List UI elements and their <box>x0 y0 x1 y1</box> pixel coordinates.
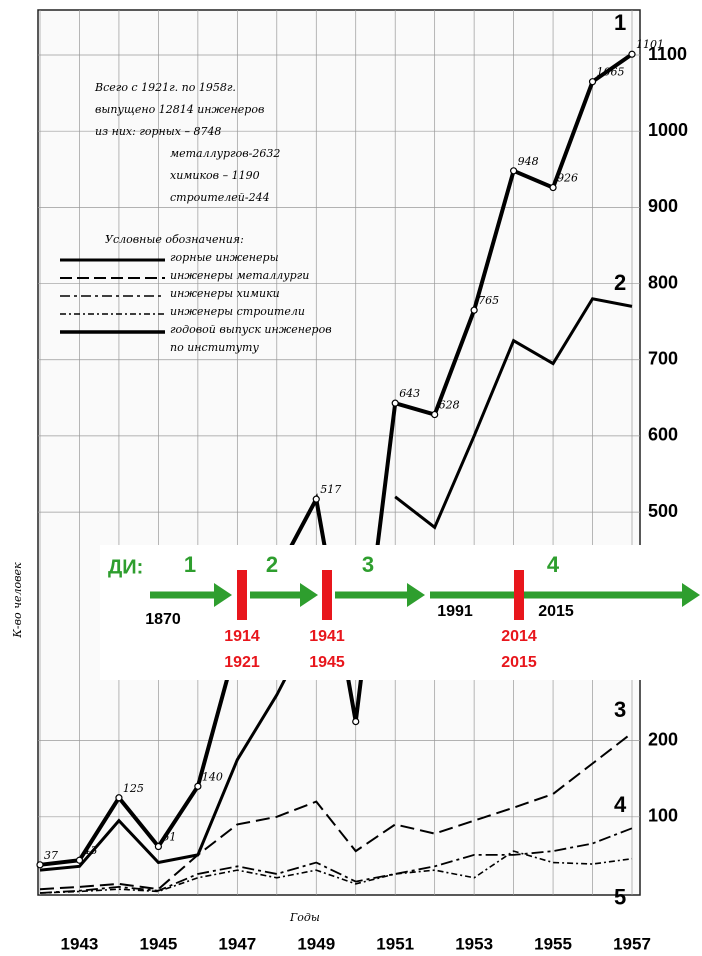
plot-frame <box>37 9 641 896</box>
point <box>154 842 162 851</box>
note-line: выпущено 12814 инженеров <box>95 103 264 116</box>
series-label: 4 <box>614 792 627 817</box>
data-label: 765 <box>478 294 499 307</box>
year-label: 1870 <box>145 611 181 628</box>
data-label: 628 <box>439 399 460 412</box>
point <box>509 167 518 175</box>
arrow-head <box>214 583 232 607</box>
x-tick-label: 1947 <box>218 934 256 953</box>
arrow-head <box>300 583 318 607</box>
y-tick-label: 1000 <box>648 120 688 140</box>
data-label: 926 <box>557 172 578 185</box>
break-year: 2015 <box>501 654 537 671</box>
period-label: 3 <box>362 552 374 577</box>
y-tick-label: 500 <box>648 501 678 521</box>
x-tick-label: 1955 <box>534 934 572 953</box>
point <box>115 794 123 802</box>
y-tick-label: 700 <box>648 348 678 368</box>
legend-title: Условные обозначения: <box>105 233 244 246</box>
data-label: 43 <box>82 844 97 857</box>
period-label: 1 <box>184 552 196 577</box>
x-axis-label: Годы <box>289 911 320 924</box>
series-line <box>39 850 633 894</box>
point <box>352 717 360 726</box>
point <box>470 306 478 314</box>
data-label: 517 <box>320 483 341 496</box>
break-bar <box>514 570 524 620</box>
x-tick-label: 1951 <box>376 934 414 953</box>
series-line <box>39 297 633 872</box>
point <box>588 78 597 86</box>
note-line: Всего с 1921г. по 1958г. <box>94 81 236 94</box>
series-label: 5 <box>614 885 626 910</box>
x-tick-label: 1945 <box>139 934 177 953</box>
legend-label: годовой выпуск инженеров <box>170 323 332 336</box>
series-line <box>39 827 633 894</box>
x-tick-label: 1953 <box>455 934 493 953</box>
legend-label: горные инженеры <box>170 251 279 264</box>
x-tick-label: 1957 <box>613 934 651 953</box>
note-line: химиков – 1190 <box>170 169 260 182</box>
period-label: 4 <box>547 552 560 577</box>
y-tick-label: 1100 <box>648 44 687 64</box>
overlay-panel <box>100 545 702 680</box>
data-label: 643 <box>399 387 420 400</box>
data-label: 37 <box>44 849 58 862</box>
data-label: 61 <box>162 831 176 844</box>
break-bar <box>237 570 247 620</box>
legend-label: инженеры металлурги <box>170 269 309 282</box>
series-label: 1 <box>614 10 626 35</box>
legend-label: инженеры химики <box>170 287 280 300</box>
y-tick-label: 800 <box>648 272 678 292</box>
data-label: 1101 <box>636 38 664 51</box>
y-tick-label: 200 <box>648 729 678 749</box>
point <box>391 399 399 407</box>
x-tick-label: 1943 <box>61 934 99 953</box>
year-label: 2015 <box>538 603 574 620</box>
break-year: 1945 <box>309 654 345 671</box>
y-axis-label: К-во человек <box>11 562 24 639</box>
legend-label: инженеры строители <box>170 305 305 318</box>
break-year: 1941 <box>309 628 345 645</box>
series-label: 2 <box>614 270 626 295</box>
point <box>549 183 557 192</box>
data-label: 140 <box>202 770 223 783</box>
y-tick-label: 900 <box>648 196 678 216</box>
y-tick-label: 600 <box>648 425 678 445</box>
period-label: 2 <box>266 552 278 577</box>
point <box>36 861 44 869</box>
data-label: 125 <box>123 782 144 795</box>
point <box>628 50 636 58</box>
arrow-head <box>682 583 700 607</box>
point <box>431 410 439 419</box>
overlay-label: ДИ: <box>108 556 143 578</box>
year-label: 1991 <box>437 603 473 620</box>
x-tick-label: 1949 <box>297 934 335 953</box>
break-year: 1921 <box>224 654 260 671</box>
break-year: 1914 <box>224 628 260 645</box>
break-bar <box>322 570 332 620</box>
y-tick-label: 100 <box>648 806 678 826</box>
data-label: 948 <box>518 155 539 168</box>
note-line: из них: горных – 8748 <box>95 125 221 138</box>
note-line: металлургов-2632 <box>170 147 280 160</box>
point <box>75 856 84 864</box>
note-line: строителей-244 <box>170 191 270 204</box>
point <box>194 782 202 790</box>
legend-label: по институту <box>170 341 259 354</box>
arrow-head <box>407 583 425 607</box>
data-label: 1065 <box>597 66 625 79</box>
break-year: 2014 <box>501 628 537 645</box>
point <box>312 495 320 503</box>
series-label: 3 <box>614 697 626 722</box>
